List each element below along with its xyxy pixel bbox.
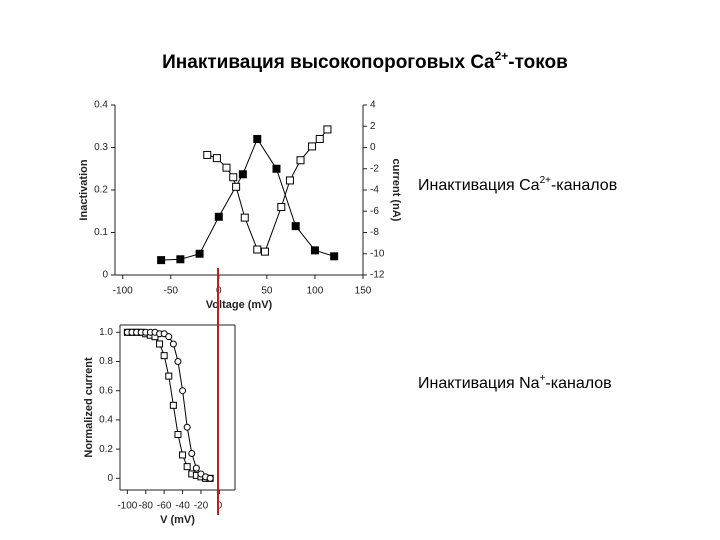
- y-tick-label: 0.4: [99, 415, 113, 426]
- x-tick-label: -100: [117, 501, 137, 512]
- x-tick-label: 100: [307, 286, 324, 297]
- y2-tick-label: 4: [370, 100, 376, 111]
- slide-title: Инактивация высокопороговых Ca2+-токов: [162, 49, 568, 73]
- y-axis-label: Normalized current: [83, 357, 95, 458]
- y-tick-label: 0.4: [94, 100, 108, 111]
- point: [192, 464, 200, 472]
- point: [195, 249, 204, 258]
- y2-tick-label: 2: [370, 121, 376, 132]
- point: [315, 135, 324, 143]
- label-text: Инактивация Ca: [418, 177, 540, 194]
- x-tick-label: -80: [139, 501, 154, 512]
- x-tick-label: 0: [216, 286, 222, 297]
- y-tick-label: 0.2: [99, 444, 113, 455]
- point: [156, 340, 164, 348]
- point: [179, 387, 187, 395]
- y2-tick-label: -2: [370, 163, 379, 174]
- point: [272, 164, 281, 173]
- y2-tick-label: -12: [370, 270, 385, 281]
- point: [323, 125, 332, 134]
- point: [176, 255, 185, 264]
- point: [206, 474, 214, 482]
- y-tick-label: 0.3: [94, 142, 108, 153]
- point: [285, 176, 294, 185]
- point: [165, 372, 173, 380]
- point: [179, 451, 187, 459]
- side-label: Инактивация Na+-каналов: [418, 373, 612, 392]
- point: [291, 222, 300, 231]
- point: [260, 247, 269, 256]
- point: [160, 352, 168, 360]
- x-tick-label: 0: [217, 501, 223, 512]
- point: [330, 252, 339, 261]
- title-text: Инактивация высокопороговых Ca: [162, 52, 495, 73]
- point: [169, 340, 177, 348]
- point: [174, 358, 182, 366]
- y2-tick-label: -10: [370, 248, 385, 259]
- y2-tick-label: 0: [370, 142, 376, 153]
- point: [229, 173, 238, 182]
- point: [253, 245, 262, 254]
- point: [212, 154, 221, 163]
- point: [183, 463, 191, 471]
- point: [188, 449, 196, 457]
- x-axis-label: V (mV): [160, 514, 195, 526]
- label-text: Инактивация Na: [418, 375, 540, 392]
- point: [310, 246, 319, 255]
- y-tick-label: 0.2: [94, 185, 108, 196]
- title-tail: -токов: [508, 52, 568, 73]
- y2-tick-label: -6: [370, 206, 379, 217]
- point: [157, 256, 166, 265]
- point: [308, 142, 317, 151]
- x-tick-label: -60: [157, 501, 172, 512]
- side-label: Инактивация Ca2+-каналов: [418, 175, 617, 194]
- point: [169, 401, 177, 409]
- x-axis-label: Voltage (mV): [206, 299, 273, 311]
- label-sup: 2+: [540, 175, 552, 186]
- title-sup: 2+: [495, 49, 509, 63]
- x-tick-label: -50: [164, 286, 179, 297]
- point: [165, 333, 173, 341]
- point: [240, 213, 249, 222]
- point: [232, 182, 241, 191]
- x-tick-label: -40: [175, 501, 190, 512]
- x-tick-label: -100: [113, 286, 133, 297]
- point: [222, 163, 231, 172]
- point: [238, 170, 247, 179]
- charts: 00.10.20.30.4-12-10-8-6-4-2024-100-50050…: [78, 100, 402, 526]
- point: [296, 156, 305, 165]
- y-tick-label: 0.6: [99, 385, 113, 396]
- series-line: [161, 137, 335, 261]
- y2-axis-label: current (nA): [390, 159, 402, 222]
- y-tick-label: 0: [102, 270, 108, 281]
- label-tail: -каналов: [551, 177, 617, 194]
- label-tail: -каналов: [545, 375, 611, 392]
- point: [277, 203, 286, 211]
- point: [253, 135, 262, 143]
- y-tick-label: 0.1: [94, 227, 108, 238]
- x-tick-label: 150: [355, 286, 372, 297]
- y-tick-label: 1.0: [99, 327, 113, 338]
- point: [214, 212, 223, 221]
- point: [174, 431, 182, 439]
- y2-tick-label: -8: [370, 227, 379, 238]
- x-tick-label: -20: [194, 501, 209, 512]
- y-tick-label: 0.8: [99, 356, 113, 367]
- y2-tick-label: -4: [370, 185, 379, 196]
- label-sup: +: [540, 373, 546, 384]
- x-tick-label: 50: [261, 286, 273, 297]
- point: [183, 423, 191, 431]
- y-axis-label: Inactivation: [78, 159, 90, 220]
- point: [203, 150, 212, 159]
- y-tick-label: 0: [107, 473, 113, 484]
